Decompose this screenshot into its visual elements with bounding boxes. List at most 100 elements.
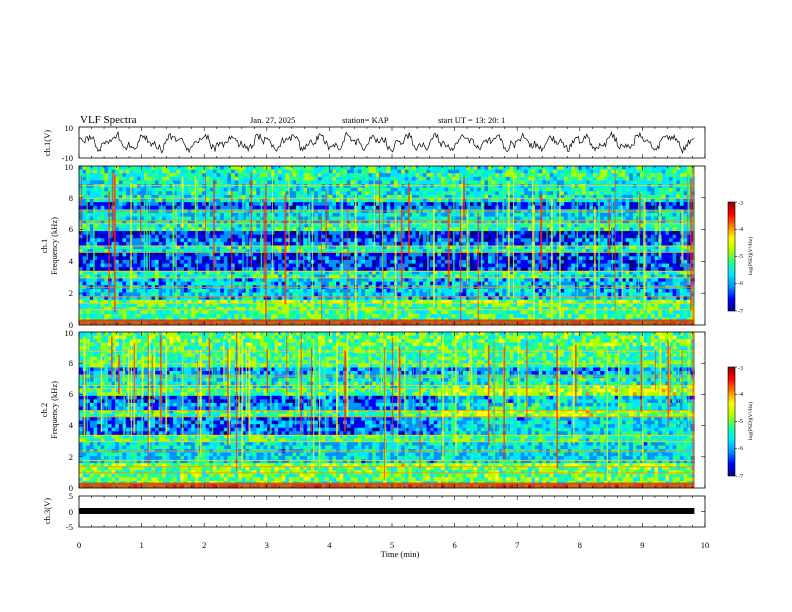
- spectrogram-cell: [625, 169, 630, 174]
- spectrogram-cell: [79, 238, 84, 243]
- spectrogram-cell: [252, 173, 257, 178]
- spectrogram-cell: [469, 249, 474, 254]
- spectrogram-cell: [665, 238, 670, 243]
- spectrogram-cell: [618, 231, 623, 236]
- spectrogram-cell: [397, 166, 402, 171]
- spectrogram-cell: [252, 187, 257, 192]
- spectrogram-cell: [509, 267, 514, 272]
- spectrogram-cell: [122, 173, 127, 178]
- spectrogram-cell: [263, 166, 268, 171]
- spectrogram-cell: [187, 245, 192, 250]
- spectrogram-cell: [498, 198, 503, 203]
- spectrogram-cell: [419, 245, 424, 250]
- spectrogram-cell: [556, 169, 561, 174]
- spectrogram-cell: [513, 267, 518, 272]
- spectrogram-cell: [158, 241, 163, 246]
- spectrogram-cell: [430, 252, 435, 257]
- spectrogram-cell: [136, 223, 141, 228]
- spectrogram-cell: [502, 194, 507, 199]
- spectrogram-cell: [357, 223, 362, 228]
- spectrogram-cell: [321, 187, 326, 192]
- spectrogram-cell: [618, 220, 623, 225]
- spectrogram-cell: [317, 212, 322, 217]
- spectrogram-cell: [430, 256, 435, 261]
- spectrogram-cell: [328, 166, 333, 171]
- spectrogram-cell: [162, 241, 167, 246]
- spectrogram-cell: [498, 249, 503, 254]
- spectrogram-cell: [571, 202, 576, 207]
- spectrogram-cell: [502, 173, 507, 178]
- spectrogram-cell: [440, 231, 445, 236]
- spectrogram-cell: [535, 263, 540, 268]
- spectrogram-cell: [241, 220, 246, 225]
- spectrogram-cell: [661, 180, 666, 185]
- spectrogram-cell: [118, 191, 123, 196]
- spectrogram-cell: [220, 263, 225, 268]
- spectrogram-cell: [585, 234, 590, 239]
- spectrogram-cell: [89, 216, 94, 221]
- spectrogram-cell: [231, 220, 236, 225]
- spectrogram-cell: [364, 173, 369, 178]
- spectrogram-cell: [82, 180, 87, 185]
- spectrogram-cell: [111, 212, 116, 217]
- spectrogram-cell: [444, 241, 449, 246]
- spectrogram-cell: [560, 173, 565, 178]
- spectrogram-cell: [596, 169, 601, 174]
- spectrogram-cell: [93, 245, 98, 250]
- spectrogram-cell: [205, 234, 210, 239]
- spectrogram-cell: [383, 216, 388, 221]
- spectrogram-cell: [339, 191, 344, 196]
- spectrogram-cell: [661, 176, 666, 181]
- spectrogram-cell: [136, 202, 141, 207]
- spectrogram-cell: [415, 176, 420, 181]
- spectrogram-cell: [317, 205, 322, 210]
- spectrogram-cell: [437, 249, 442, 254]
- spectrogram-cell: [553, 234, 558, 239]
- spectrogram-cell: [647, 198, 652, 203]
- spectrogram-cell: [509, 259, 514, 264]
- spectrogram-cell: [600, 169, 605, 174]
- spectrogram-cell: [419, 191, 424, 196]
- spectrogram-cell: [223, 238, 228, 243]
- spectrogram-cell: [390, 259, 395, 264]
- spectrogram-cell: [321, 252, 326, 257]
- spectrogram-cell: [600, 166, 605, 171]
- spectrogram-cell: [433, 187, 438, 192]
- spectrogram-cell: [401, 202, 406, 207]
- spectrogram-cell: [415, 173, 420, 178]
- spectrogram-cell: [118, 263, 123, 268]
- spectrogram-cell: [495, 169, 500, 174]
- spectrogram-cell: [97, 249, 102, 254]
- spectrogram-cell: [618, 245, 623, 250]
- spectrogram-cell: [231, 249, 236, 254]
- spectrogram-cell: [169, 176, 174, 181]
- spectrogram-cell: [285, 249, 290, 254]
- spectrogram-cell: [314, 202, 319, 207]
- spectrogram-cell: [350, 205, 355, 210]
- spectrogram-cell: [281, 176, 286, 181]
- spectrogram-cell: [321, 241, 326, 246]
- spectrogram-cell: [97, 198, 102, 203]
- spectrogram-cell: [466, 169, 471, 174]
- spectrogram-cell: [412, 231, 417, 236]
- spectrogram-cell: [107, 263, 112, 268]
- spectrogram-cell: [650, 231, 655, 236]
- spectrogram-cell: [582, 227, 587, 232]
- spectrogram-cell: [162, 256, 167, 261]
- spectrogram-cell: [600, 180, 605, 185]
- spectrogram-cell: [665, 223, 670, 228]
- spectrogram-cell: [296, 227, 301, 232]
- spectrogram-cell: [292, 180, 297, 185]
- spectrogram-cell: [285, 212, 290, 217]
- spectrogram-cell: [383, 252, 388, 257]
- spectrogram-cell: [191, 187, 196, 192]
- spectrogram-cell: [556, 176, 561, 181]
- spectrogram-cell: [223, 205, 228, 210]
- spectrogram-cell: [126, 216, 131, 221]
- spectrogram-cell: [393, 187, 398, 192]
- spectrogram-cell: [545, 223, 550, 228]
- spectrogram-cell: [187, 238, 192, 243]
- spectrogram-cell: [491, 238, 496, 243]
- spectrogram-cell: [357, 234, 362, 239]
